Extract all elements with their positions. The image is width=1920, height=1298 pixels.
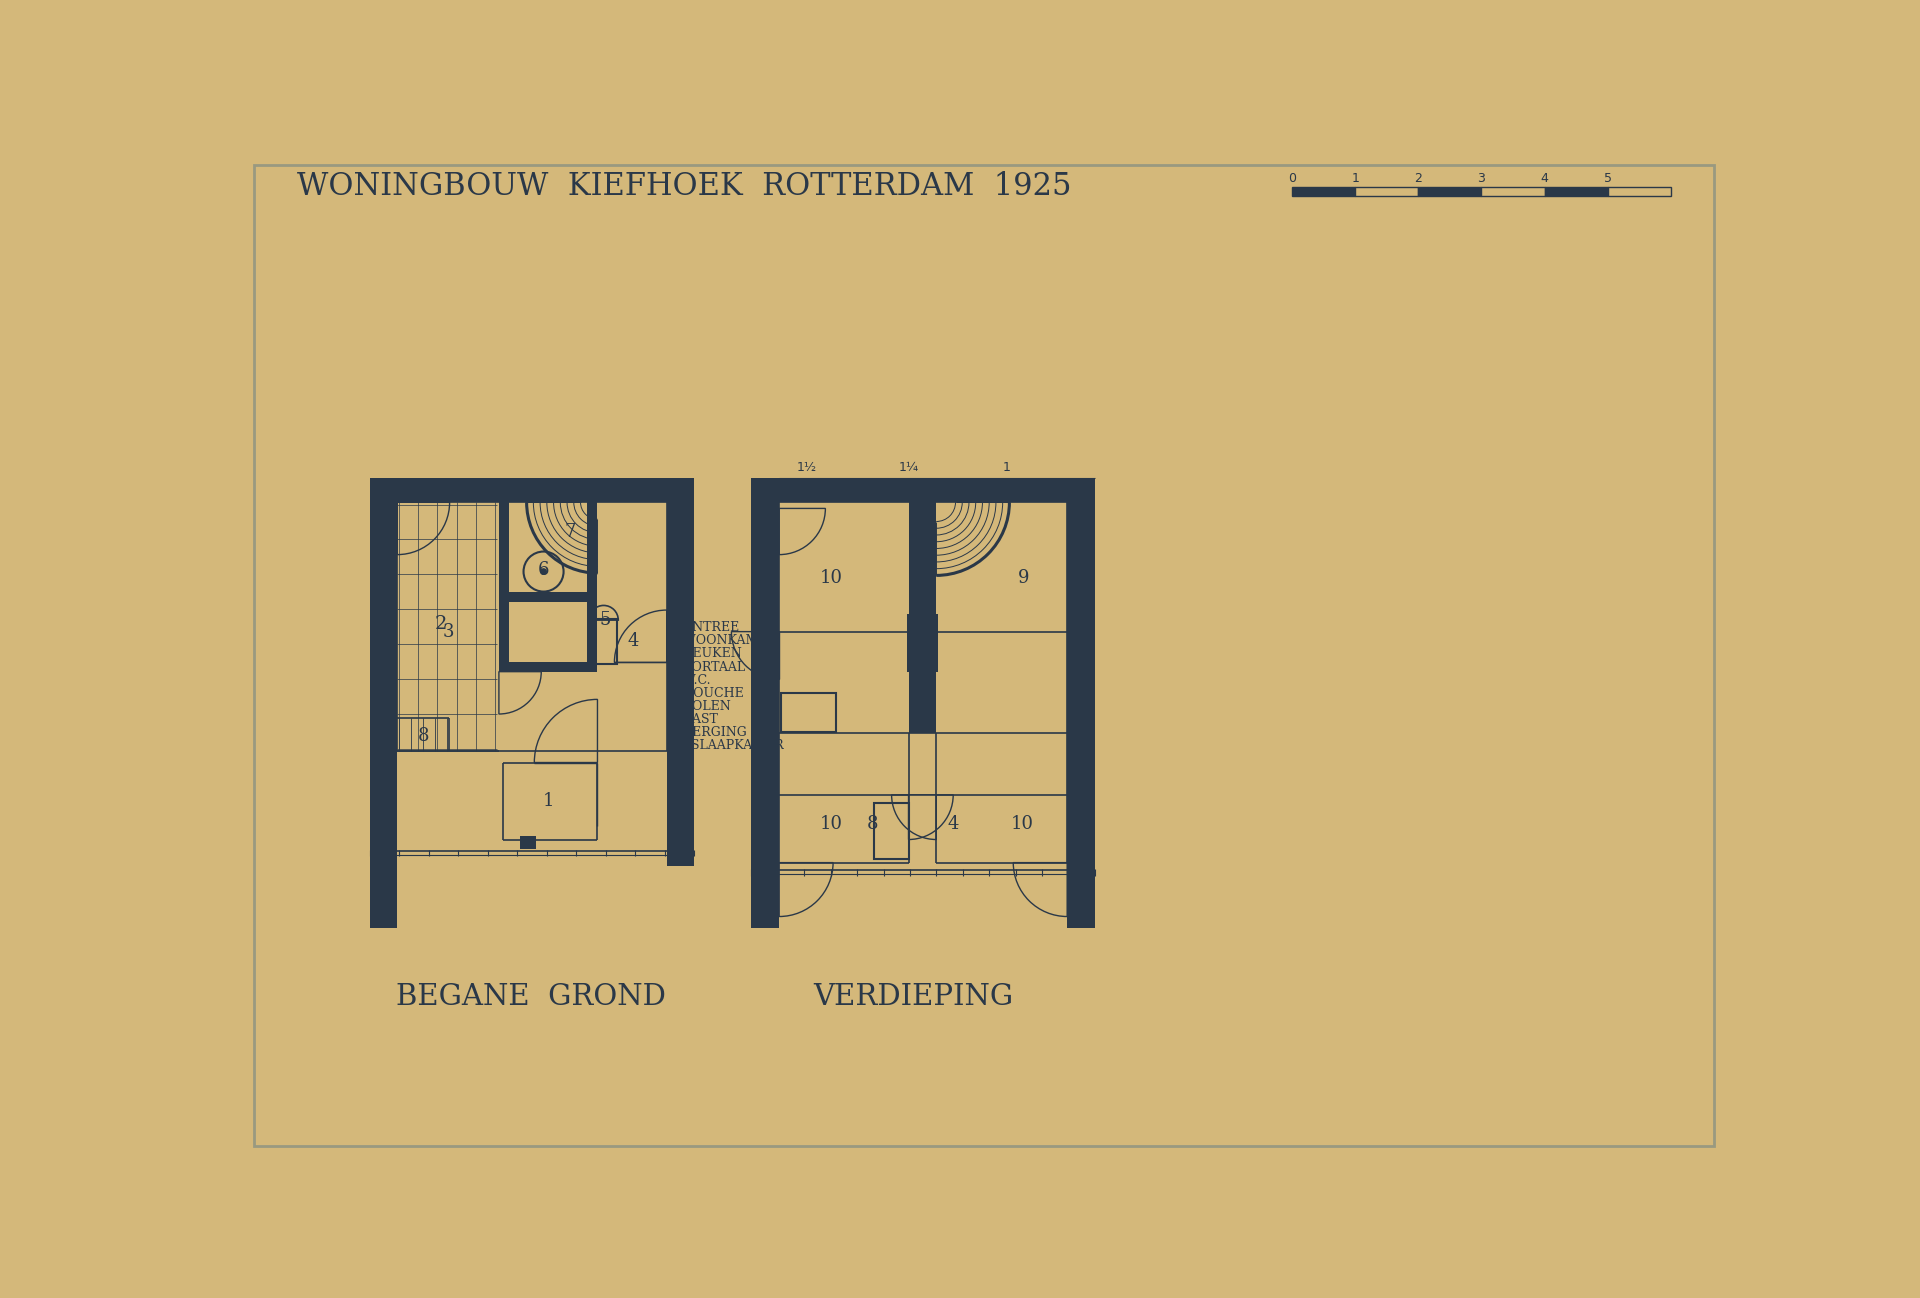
Text: 2: 2 (436, 615, 447, 633)
Text: 10: 10 (1012, 815, 1035, 833)
Text: 6  DOUCHE: 6 DOUCHE (666, 687, 743, 700)
Text: 1: 1 (543, 792, 555, 810)
Circle shape (541, 569, 547, 574)
Text: 3  KEUKEN: 3 KEUKEN (666, 648, 741, 661)
Bar (589, 619, 618, 665)
Bar (588, 502, 597, 671)
Text: 4  PORTAAL: 4 PORTAAL (666, 661, 745, 674)
Bar (666, 482, 695, 867)
Bar (499, 592, 597, 602)
Bar (520, 836, 536, 849)
Text: 10: 10 (820, 815, 843, 833)
Text: 1: 1 (1352, 173, 1359, 186)
Text: 8: 8 (419, 727, 430, 745)
Bar (1544, 187, 1607, 196)
Bar (751, 478, 780, 928)
Text: 8: 8 (916, 672, 927, 691)
Bar (1356, 187, 1419, 196)
Bar (751, 478, 1094, 502)
Bar (874, 803, 908, 859)
Bar (1607, 187, 1670, 196)
Bar (1068, 478, 1094, 928)
Text: 3: 3 (444, 623, 455, 641)
Text: 10  SLAAPKAMER: 10 SLAAPKAMER (666, 739, 783, 752)
Text: 7: 7 (564, 523, 576, 540)
Text: 5: 5 (1603, 173, 1611, 186)
Text: 1¼: 1¼ (899, 461, 918, 474)
Bar (906, 662, 937, 671)
Text: 5: 5 (599, 611, 611, 630)
Text: 1  ENTREE: 1 ENTREE (666, 622, 739, 635)
Text: 8: 8 (866, 815, 877, 833)
Bar (1482, 187, 1544, 196)
Text: 0: 0 (1288, 173, 1296, 186)
Text: 6: 6 (538, 561, 549, 579)
Bar (906, 653, 937, 662)
Bar (927, 614, 937, 671)
Text: 3: 3 (1478, 173, 1486, 186)
Text: 7  KOLEN: 7 KOLEN (666, 700, 730, 713)
Bar (369, 482, 397, 928)
Text: 1: 1 (1002, 461, 1012, 474)
Text: 9  BERGING: 9 BERGING (666, 726, 747, 739)
Bar (369, 478, 695, 502)
Text: 2  WOONKAMER: 2 WOONKAMER (666, 635, 778, 648)
Text: 4: 4 (1540, 173, 1549, 186)
Text: BEGANE  GROND: BEGANE GROND (396, 984, 666, 1011)
Text: 4: 4 (628, 632, 639, 650)
Text: 5  W.C.: 5 W.C. (666, 674, 710, 687)
Text: 2: 2 (1415, 173, 1423, 186)
Bar (906, 614, 918, 671)
Bar (499, 662, 597, 671)
Bar (908, 478, 937, 733)
Bar (499, 502, 509, 671)
Text: 10: 10 (820, 569, 843, 587)
Bar (920, 617, 929, 661)
Text: 1½: 1½ (797, 461, 818, 474)
Text: 9: 9 (1018, 569, 1029, 587)
Text: VERDIEPING: VERDIEPING (812, 984, 1014, 1011)
Bar (1419, 187, 1482, 196)
Text: 4: 4 (947, 815, 958, 833)
Bar (1292, 187, 1356, 196)
Text: 8  KAST: 8 KAST (666, 713, 718, 726)
Text: WONINGBOUW  KIEFHOEK  ROTTERDAM  1925: WONINGBOUW KIEFHOEK ROTTERDAM 1925 (298, 171, 1071, 202)
Bar (781, 693, 837, 732)
